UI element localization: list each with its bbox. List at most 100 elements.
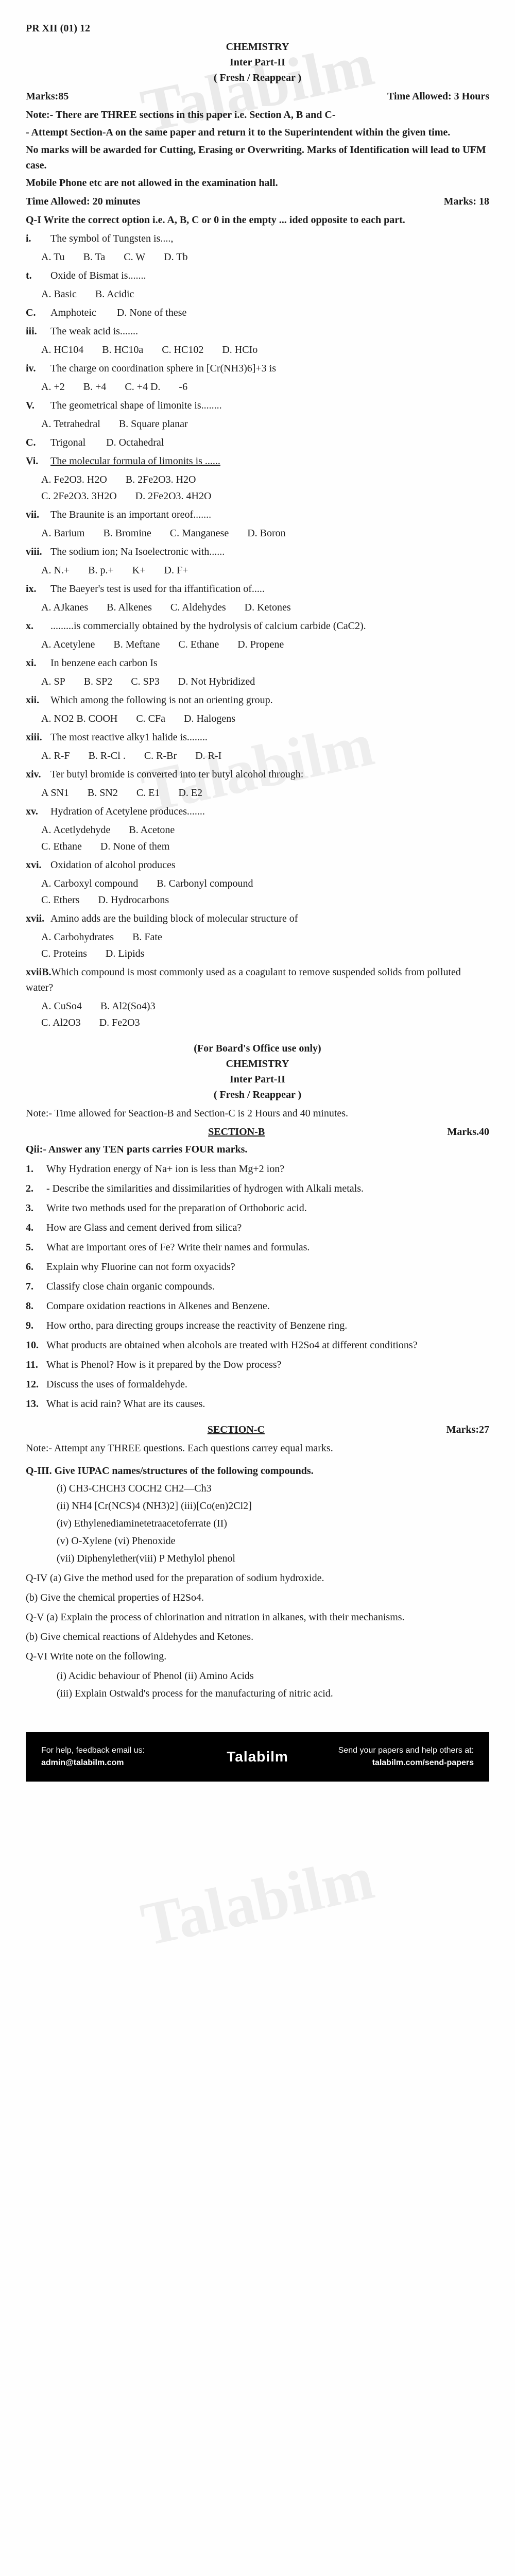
q3-subitem: (iv) Ethylenediaminetetraacetoferrate (I…: [57, 1516, 489, 1531]
q1-instruction: Q-I Write the correct option i.e. A, B, …: [26, 212, 489, 228]
mcq-option: A. Tu: [41, 249, 65, 265]
q-text: What are important ores of Fe? Write the…: [46, 1242, 310, 1253]
short-question: 6.Explain why Fluorine can not form oxya…: [26, 1259, 489, 1275]
roman-numeral: ix.: [26, 581, 50, 597]
mcq-option: B. HC10a: [102, 342, 143, 358]
roman-numeral: xiv.: [26, 767, 50, 782]
watermark: Talabilm: [133, 1832, 382, 1971]
mcq-stem: The geometrical shape of limonite is....…: [50, 400, 222, 411]
mcq-option: C. 2Fe2O3. 3H2O: [41, 488, 117, 504]
q-text: Why Hydration energy of Na+ ion is less …: [46, 1163, 284, 1175]
mcq-item: xviiB.Which compound is most commonly us…: [26, 964, 489, 995]
roman-numeral: vii.: [26, 507, 50, 522]
q-text: What products are obtained when alcohols…: [46, 1340, 418, 1351]
mcq-option: C. Ethers: [41, 892, 79, 908]
mcq-option: B. p.+: [88, 563, 114, 578]
q-number: 13.: [26, 1396, 46, 1412]
mcq-item: iii.The weak acid is.......: [26, 324, 489, 339]
mcq-option: B. SN2: [88, 785, 118, 801]
roman-numeral: x.: [26, 618, 50, 634]
footer-help-label: For help, feedback email us:: [41, 1744, 185, 1757]
mcq-option: D. Ketones: [245, 600, 291, 615]
q-number: 1.: [26, 1161, 46, 1177]
mode-label: ( Fresh / Reappear ): [26, 1087, 489, 1103]
q-text: How ortho, para directing groups increas…: [46, 1320, 347, 1331]
q-number: 10.: [26, 1337, 46, 1353]
mcq-item: C.TrigonalD. Octahedral: [26, 435, 489, 450]
marks-label: Marks:85: [26, 89, 68, 104]
mcq-option: C. Ethane: [178, 637, 219, 652]
q6-heading: Q-VI Write note on the following.: [26, 1649, 489, 1664]
mcq-option: D. 2Fe2O3. 4H2O: [135, 488, 212, 504]
mcq-option: C. CFa: [136, 711, 165, 726]
mcq-option: A. Carboxyl compound: [41, 876, 138, 891]
q-text: Compare oxidation reactions in Alkenes a…: [46, 1300, 270, 1312]
footer-brand: Talabilm: [185, 1746, 330, 1768]
short-question: 12.Discuss the uses of formaldehyde.: [26, 1377, 489, 1392]
mcq-item: C.AmphoteicD. None of these: [26, 305, 489, 320]
mcq-option: B. Acetone: [129, 822, 175, 838]
roman-numeral: iii.: [26, 324, 50, 339]
board-office-note: (For Board's Office use only): [26, 1041, 489, 1056]
mcq-stem: In benzene each carbon Is: [50, 657, 158, 669]
mcq-item: xv.Hydration of Acetylene produces......…: [26, 804, 489, 819]
roman-numeral: C.: [26, 435, 50, 450]
roman-numeral: xviiB.: [26, 964, 51, 980]
instruction-text: Note:- There are THREE sections in this …: [26, 107, 489, 123]
roman-numeral: xvi.: [26, 857, 50, 873]
mcq-option: D. None of them: [100, 839, 169, 854]
q3-subitem: (v) O-Xylene (vi) Phenoxide: [57, 1533, 489, 1549]
q3-subitem: (vii) Diphenylether(viii) P Methylol phe…: [57, 1551, 489, 1566]
mcq-option: C. W: [124, 249, 145, 265]
mcq-option: C. E1: [136, 785, 160, 801]
mcq-option: B. 2Fe2O3. H2O: [126, 472, 196, 487]
mcq-option: A. CuSo4: [41, 998, 82, 1014]
mcq-item: t.Oxide of Bismat is.......: [26, 268, 489, 283]
mcq-option: B. SP2: [84, 674, 113, 689]
q-text: Write two methods used for the preparati…: [46, 1202, 307, 1214]
q-text: How are Glass and cement derived from si…: [46, 1222, 242, 1233]
short-question: 8.Compare oxidation reactions in Alkenes…: [26, 1298, 489, 1314]
section-a-time: Time Allowed: 20 minutes: [26, 194, 140, 209]
roman-numeral: xv.: [26, 804, 50, 819]
mcq-option: D. Propene: [237, 637, 284, 652]
roman-numeral: xvii.: [26, 911, 50, 926]
q-number: 5.: [26, 1240, 46, 1255]
mcq-item: x..........is commercially obtained by t…: [26, 618, 489, 634]
roman-numeral: iv.: [26, 361, 50, 376]
mcq-item: iv.The charge on coordination sphere in …: [26, 361, 489, 376]
mcq-item: Vi.The molecular formula of limonits is …: [26, 453, 489, 469]
instruction-text: - Attempt Section-A on the same paper an…: [26, 125, 489, 140]
short-question: 1.Why Hydration energy of Na+ ion is les…: [26, 1161, 489, 1177]
q-number: 4.: [26, 1220, 46, 1235]
mcq-option: B. R-Cl .: [89, 748, 126, 764]
mcq-option: B. Alkenes: [107, 600, 152, 615]
section-c-heading: SECTION-C: [208, 1422, 265, 1437]
roman-numeral: C.: [26, 305, 50, 320]
mcq-option: B. Carbonyl compound: [157, 876, 253, 891]
q-number: 12.: [26, 1377, 46, 1392]
mcq-option: B. Ta: [83, 249, 106, 265]
roman-numeral: i.: [26, 231, 50, 246]
footer-email[interactable]: admin@talabilm.com: [41, 1758, 124, 1767]
q3-heading: Q-III. Give IUPAC names/structures of th…: [26, 1463, 489, 1479]
q3-subitem: (i) CH3-CHCH3 COCH2 CH2—Ch3: [57, 1481, 489, 1496]
mcq-stem: Which among the following is not an orie…: [50, 694, 273, 706]
short-question: 9.How ortho, para directing groups incre…: [26, 1318, 489, 1333]
mcq-item: xi.In benzene each carbon Is: [26, 655, 489, 671]
mcq-option: D. Hydrocarbons: [98, 892, 169, 908]
q-number: 11.: [26, 1357, 46, 1372]
mcq-stem: Oxidation of alcohol produces: [50, 859, 176, 871]
mcq-stem: The Baeyer's test is used for tha iffant…: [50, 583, 265, 595]
roman-numeral: xi.: [26, 655, 50, 671]
mcq-option: D. Not Hybridized: [178, 674, 255, 689]
mcq-stem: The charge on coordination sphere in [Cr…: [50, 363, 276, 374]
footer-send-link[interactable]: talabilm.com/send-papers: [372, 1758, 474, 1767]
mcq-stem: Which compound is most commonly used as …: [26, 967, 461, 993]
q-number: 6.: [26, 1259, 46, 1275]
mcq-option: D. None of these: [117, 307, 187, 318]
mcq-option: D. Tb: [164, 249, 187, 265]
q6-subitem: (iii) Explain Ostwald's process for the …: [57, 1686, 489, 1701]
page-footer: For help, feedback email us: admin@talab…: [26, 1732, 489, 1782]
q6-subitem: (i) Acidic behaviour of Phenol (ii) Amin…: [57, 1668, 489, 1684]
